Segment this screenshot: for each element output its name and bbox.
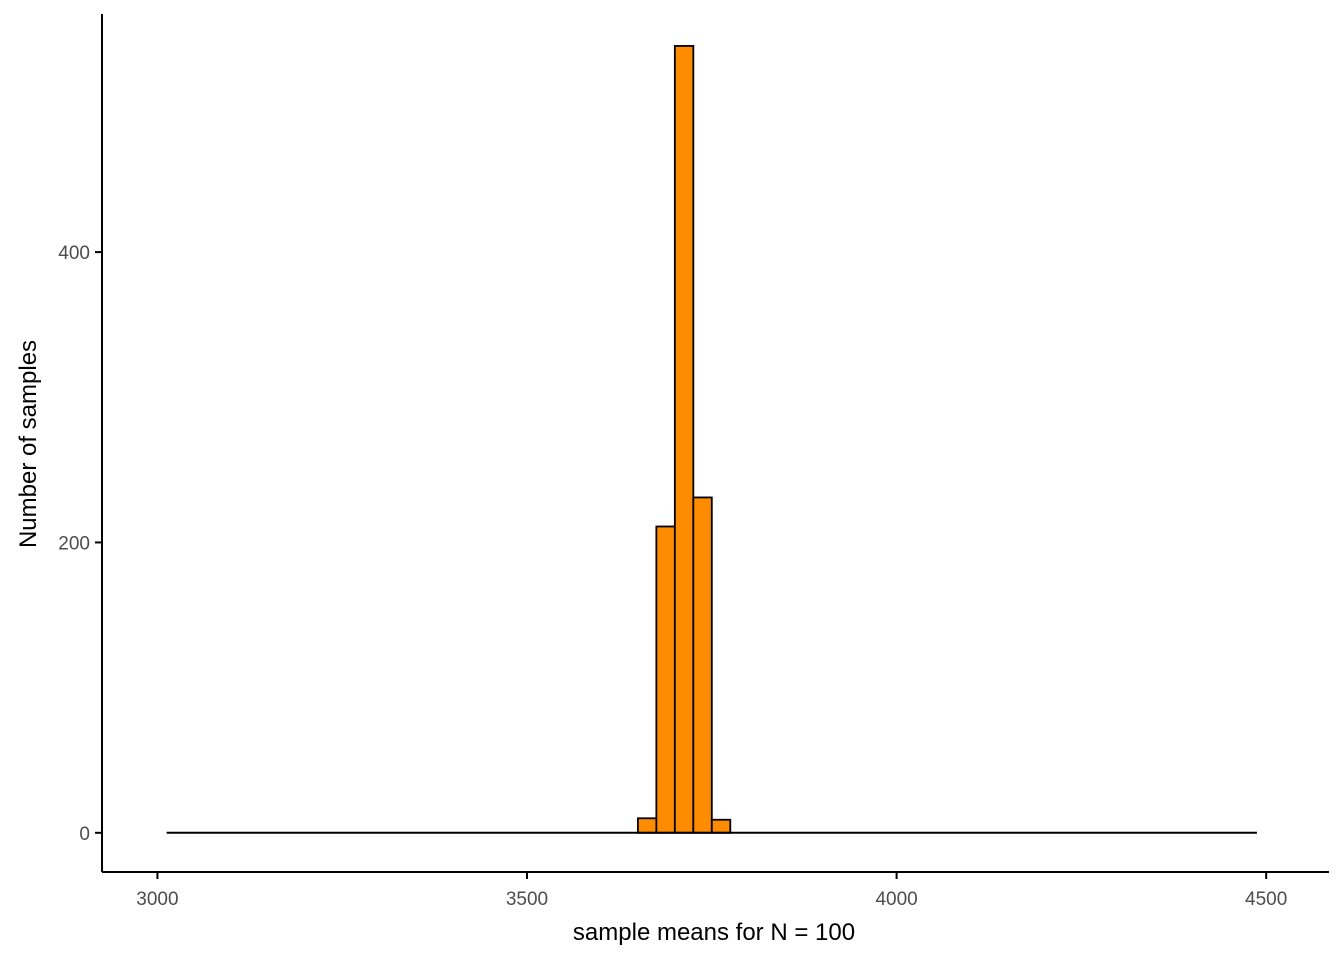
x-tick-label-0: 3000	[136, 889, 178, 910]
y-axis-ticks: 0 200 400	[58, 243, 102, 845]
y-tick-label-0: 0	[79, 824, 90, 845]
x-axis-title: sample means for N = 100	[573, 919, 855, 946]
x-tick-label-2: 4000	[875, 889, 917, 910]
x-axis-ticks: 3000 3500 4000 4500	[136, 872, 1287, 910]
y-tick-label-2: 400	[58, 243, 90, 264]
histogram-bar-0	[636, 817, 658, 834]
y-tick-label-1: 200	[58, 533, 90, 554]
histogram-bar-2	[673, 45, 695, 834]
histogram-bar-1	[655, 525, 676, 834]
y-axis-title: Number of samples	[15, 340, 42, 548]
histogram-bar-3	[692, 496, 713, 834]
x-tick-label-3: 4500	[1245, 889, 1287, 910]
histogram-bar-4	[710, 818, 732, 834]
x-tick-label-1: 3500	[506, 889, 548, 910]
histogram-bars	[636, 45, 732, 834]
